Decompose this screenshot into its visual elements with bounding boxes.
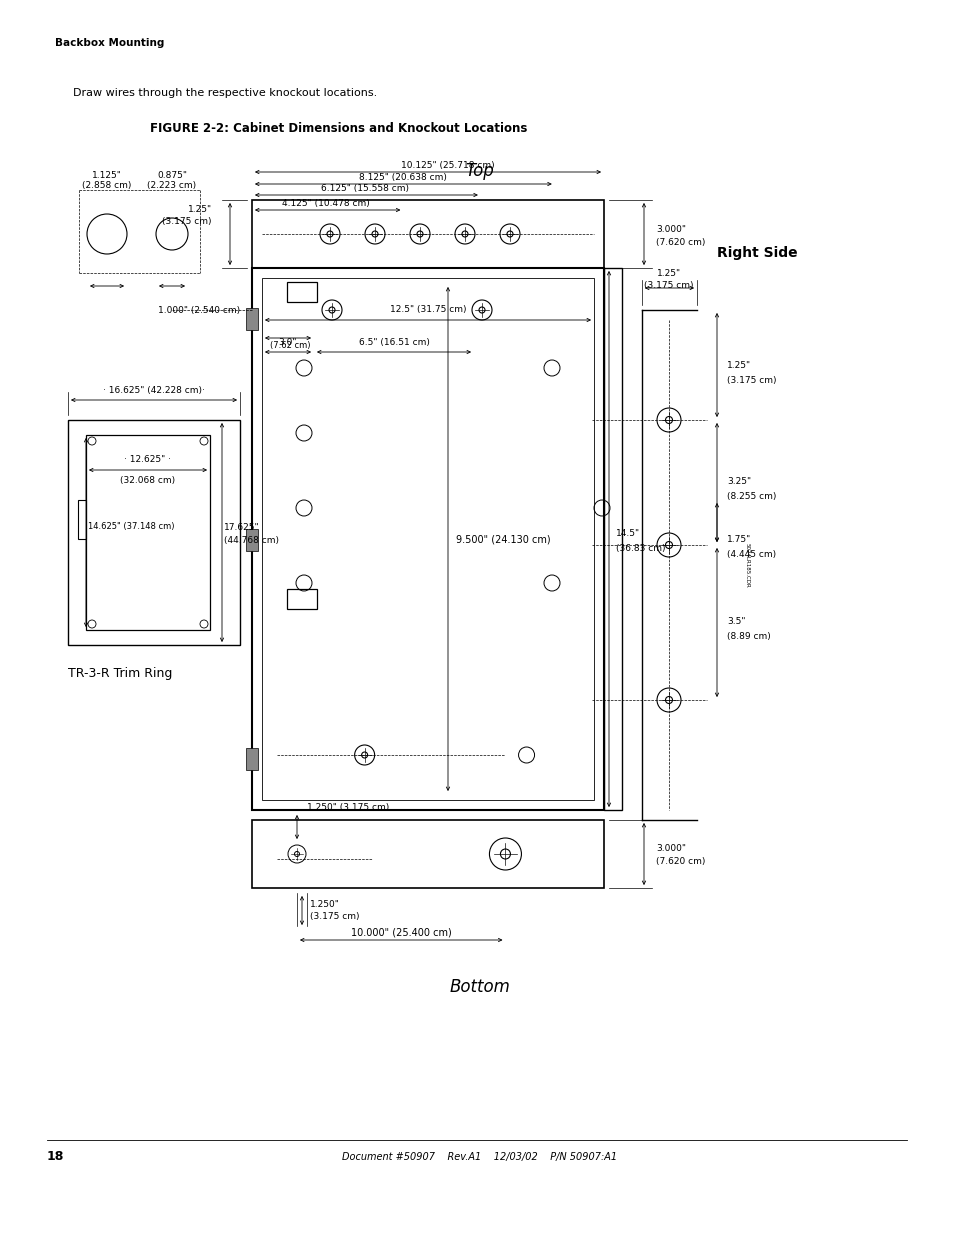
Bar (252, 820, 603, 888)
Text: Bottom: Bottom (449, 978, 510, 995)
Text: 3.0": 3.0" (278, 338, 297, 347)
Text: 10.000" (25.400 cm): 10.000" (25.400 cm) (351, 927, 451, 939)
Text: (44.768 cm): (44.768 cm) (224, 536, 278, 545)
Bar (287, 589, 316, 609)
Bar (78, 500, 86, 538)
Text: Right Side: Right Side (717, 246, 797, 261)
Bar (86, 435, 210, 630)
Text: (3.175 cm): (3.175 cm) (310, 911, 359, 921)
Text: 3.5": 3.5" (726, 618, 744, 626)
Text: FIGURE 2-2: Cabinet Dimensions and Knockout Locations: FIGURE 2-2: Cabinet Dimensions and Knock… (150, 122, 527, 135)
Bar (246, 529, 257, 551)
Text: (3.175 cm): (3.175 cm) (643, 282, 693, 290)
Text: 1.125": 1.125" (92, 170, 122, 180)
Bar (603, 268, 621, 810)
Text: (8.89 cm): (8.89 cm) (726, 632, 770, 641)
Bar (68, 420, 240, 645)
Bar (262, 278, 594, 800)
Bar (252, 268, 603, 810)
Text: Backbox Mounting: Backbox Mounting (55, 38, 164, 48)
Text: 18: 18 (47, 1151, 64, 1163)
Text: (3.175 cm): (3.175 cm) (162, 217, 212, 226)
Text: (7.620 cm): (7.620 cm) (656, 237, 704, 247)
Text: (8.255 cm): (8.255 cm) (726, 493, 776, 501)
Text: 1.250": 1.250" (310, 900, 339, 909)
Text: 9.500" (24.130 cm): 9.500" (24.130 cm) (456, 534, 550, 543)
Text: · 16.625" (42.228 cm)·: · 16.625" (42.228 cm)· (103, 387, 205, 395)
Text: (7.620 cm): (7.620 cm) (656, 857, 704, 867)
Text: 12.5" (31.75 cm): 12.5" (31.75 cm) (390, 305, 466, 314)
Text: 8.125" (20.638 cm): 8.125" (20.638 cm) (359, 173, 447, 182)
Text: 4.125" (10.478 cm): 4.125" (10.478 cm) (282, 199, 370, 207)
Text: Document #50907    Rev.A1    12/03/02    P/N 50907:A1: Document #50907 Rev.A1 12/03/02 P/N 5090… (342, 1152, 617, 1162)
Text: 1.25": 1.25" (188, 205, 212, 214)
Text: 1.75": 1.75" (726, 536, 750, 545)
Text: 1.25": 1.25" (657, 269, 680, 278)
Bar (287, 282, 316, 303)
Text: (32.068 cm): (32.068 cm) (120, 475, 175, 485)
Text: TR-3-R Trim Ring: TR-3-R Trim Ring (68, 667, 172, 680)
Text: 14.5": 14.5" (616, 530, 639, 538)
Text: 3.25": 3.25" (726, 478, 750, 487)
Text: 6.125" (15.558 cm): 6.125" (15.558 cm) (320, 184, 408, 193)
Text: 1.250" (3.175 cm): 1.250" (3.175 cm) (307, 803, 389, 811)
Bar (252, 200, 603, 268)
Text: · 12.625" ·: · 12.625" · (125, 454, 172, 464)
Text: Draw wires through the respective knockout locations.: Draw wires through the respective knocko… (73, 88, 376, 98)
Bar (246, 308, 257, 330)
Text: Top: Top (465, 162, 494, 180)
Text: (7.62 cm): (7.62 cm) (270, 341, 310, 350)
Text: (3.175 cm): (3.175 cm) (726, 375, 776, 384)
Text: 1.25": 1.25" (726, 361, 750, 369)
Text: (4.445 cm): (4.445 cm) (726, 551, 776, 559)
Text: 3.000": 3.000" (656, 225, 685, 233)
Text: (2.858 cm): (2.858 cm) (82, 182, 132, 190)
Text: 10.125" (25.718 cm): 10.125" (25.718 cm) (401, 161, 495, 170)
Bar (246, 748, 257, 769)
Text: (2.223 cm): (2.223 cm) (148, 182, 196, 190)
Text: (36.83 cm): (36.83 cm) (616, 545, 665, 553)
Text: 14.625" (37.148 cm): 14.625" (37.148 cm) (88, 522, 174, 531)
Text: 5024LR185.CDR: 5024LR185.CDR (743, 542, 749, 588)
Text: 17.625": 17.625" (224, 522, 259, 531)
Text: 3.000": 3.000" (656, 845, 685, 853)
Text: 1.000" (2.540 cm): 1.000" (2.540 cm) (157, 305, 240, 315)
Text: 6.5" (16.51 cm): 6.5" (16.51 cm) (358, 338, 429, 347)
Text: 0.875": 0.875" (157, 170, 187, 180)
